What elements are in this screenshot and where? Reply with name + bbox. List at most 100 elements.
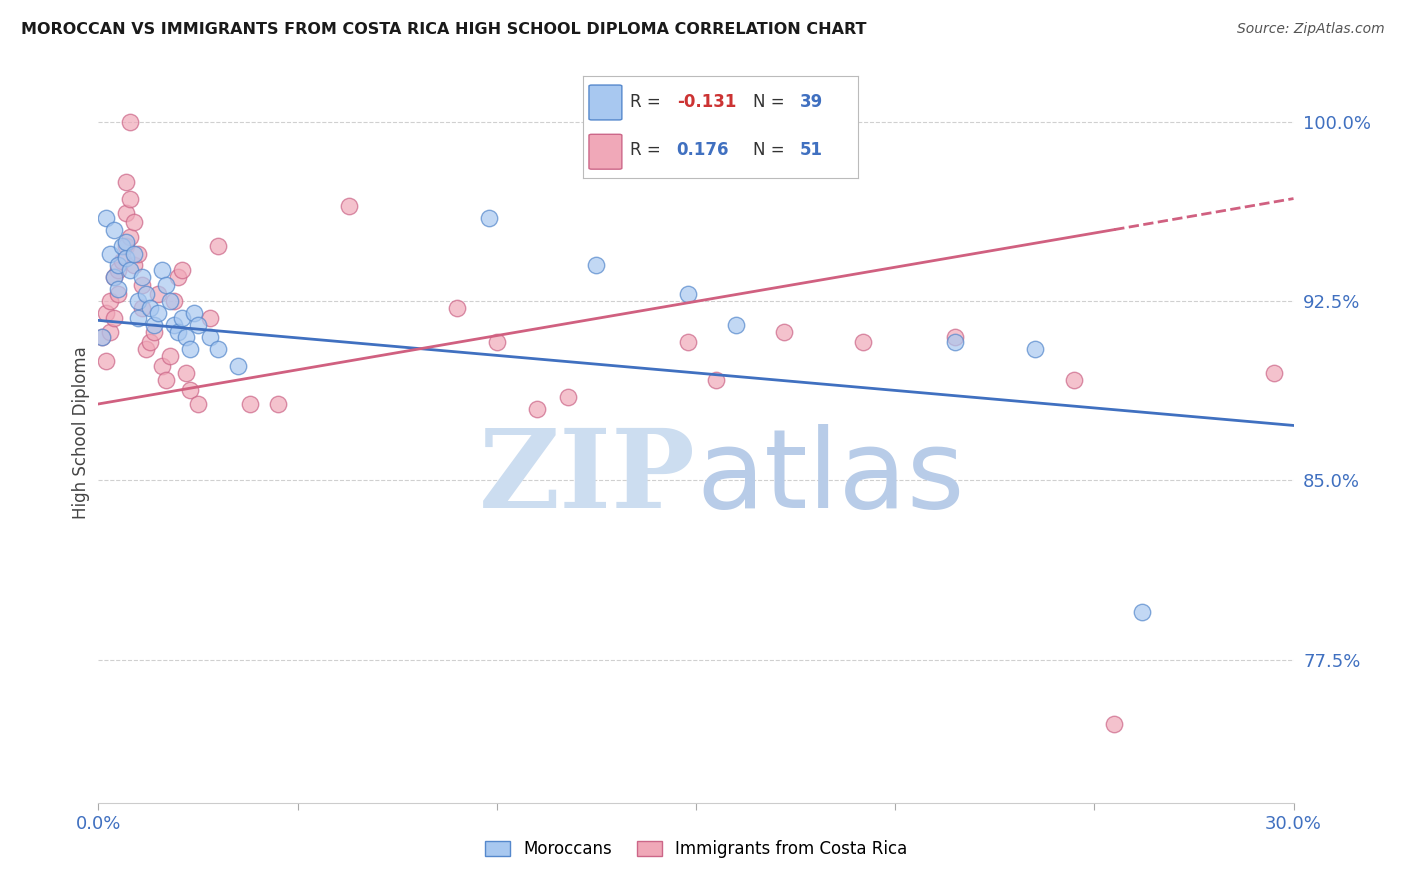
Point [226, 359, 249, 373]
Point [103, 222, 125, 236]
Point [174, 330, 197, 344]
Point [124, 259, 146, 273]
Point [96, 306, 118, 320]
Point [115, 206, 138, 220]
Point [187, 318, 209, 333]
Point [111, 253, 134, 268]
Text: 51: 51 [800, 141, 823, 159]
Point [91, 330, 114, 344]
Point [198, 330, 221, 344]
Point [207, 239, 229, 253]
Point [183, 306, 205, 320]
FancyBboxPatch shape [589, 85, 621, 120]
Point [159, 294, 181, 309]
Point [172, 263, 194, 277]
Text: 0.176: 0.176 [676, 141, 730, 159]
Point [852, 334, 875, 349]
Point [103, 270, 125, 285]
Legend: Moroccans, Immigrants from Costa Rica: Moroccans, Immigrants from Costa Rica [478, 833, 914, 865]
Point [127, 294, 149, 309]
Point [159, 349, 181, 363]
Point [557, 390, 579, 404]
Point [1130, 605, 1153, 619]
Point [115, 252, 138, 266]
Text: 39: 39 [800, 93, 824, 111]
Point [143, 318, 166, 333]
Text: ZIP: ZIP [479, 424, 696, 531]
Point [943, 330, 966, 344]
Point [676, 287, 699, 301]
Point [131, 270, 153, 285]
Point [526, 401, 548, 416]
Point [107, 263, 129, 277]
Point [115, 175, 138, 189]
Text: R =: R = [630, 93, 661, 111]
Point [148, 287, 170, 301]
Point [1024, 342, 1046, 356]
Point [103, 270, 125, 285]
Point [198, 310, 221, 325]
Point [115, 235, 138, 249]
Point [127, 310, 149, 325]
Point [943, 334, 966, 349]
Point [139, 334, 162, 349]
Point [103, 310, 125, 325]
Point [135, 342, 157, 356]
Point [120, 192, 142, 206]
Point [115, 239, 138, 253]
Point [187, 397, 209, 411]
Point [1104, 717, 1126, 731]
Point [91, 330, 114, 344]
Point [1063, 373, 1085, 387]
Point [124, 215, 146, 229]
Text: Source: ZipAtlas.com: Source: ZipAtlas.com [1237, 22, 1385, 37]
Point [148, 306, 170, 320]
Point [131, 301, 153, 316]
Point [107, 259, 129, 273]
Point [120, 229, 142, 244]
Point [163, 294, 186, 309]
Point [585, 259, 607, 273]
Point [98, 326, 122, 340]
Point [124, 246, 146, 260]
Point [478, 211, 501, 225]
Point [704, 373, 727, 387]
Point [135, 287, 157, 301]
Point [772, 326, 794, 340]
Y-axis label: High School Diploma: High School Diploma [72, 346, 90, 519]
Point [174, 366, 197, 380]
Text: R =: R = [630, 141, 661, 159]
Point [339, 199, 361, 213]
Text: MOROCCAN VS IMMIGRANTS FROM COSTA RICA HIGH SCHOOL DIPLOMA CORRELATION CHART: MOROCCAN VS IMMIGRANTS FROM COSTA RICA H… [21, 22, 866, 37]
Point [239, 397, 262, 411]
Point [127, 246, 149, 260]
Point [150, 263, 173, 277]
Point [150, 359, 173, 373]
Point [207, 342, 229, 356]
Point [724, 318, 747, 333]
Point [98, 294, 122, 309]
Point [155, 277, 177, 292]
Point [172, 310, 194, 325]
Point [107, 282, 129, 296]
Text: N =: N = [754, 141, 785, 159]
Point [179, 383, 201, 397]
Point [1263, 366, 1285, 380]
Point [143, 326, 166, 340]
Point [179, 342, 201, 356]
Point [167, 326, 190, 340]
Point [155, 373, 177, 387]
Point [267, 397, 290, 411]
Text: N =: N = [754, 93, 785, 111]
Point [485, 334, 508, 349]
Point [96, 211, 118, 225]
Point [163, 318, 186, 333]
Text: atlas: atlas [696, 424, 965, 531]
Point [120, 115, 142, 129]
Point [107, 287, 129, 301]
Point [131, 277, 153, 292]
Point [446, 301, 468, 316]
FancyBboxPatch shape [589, 135, 621, 169]
Point [96, 354, 118, 368]
Point [111, 239, 134, 253]
